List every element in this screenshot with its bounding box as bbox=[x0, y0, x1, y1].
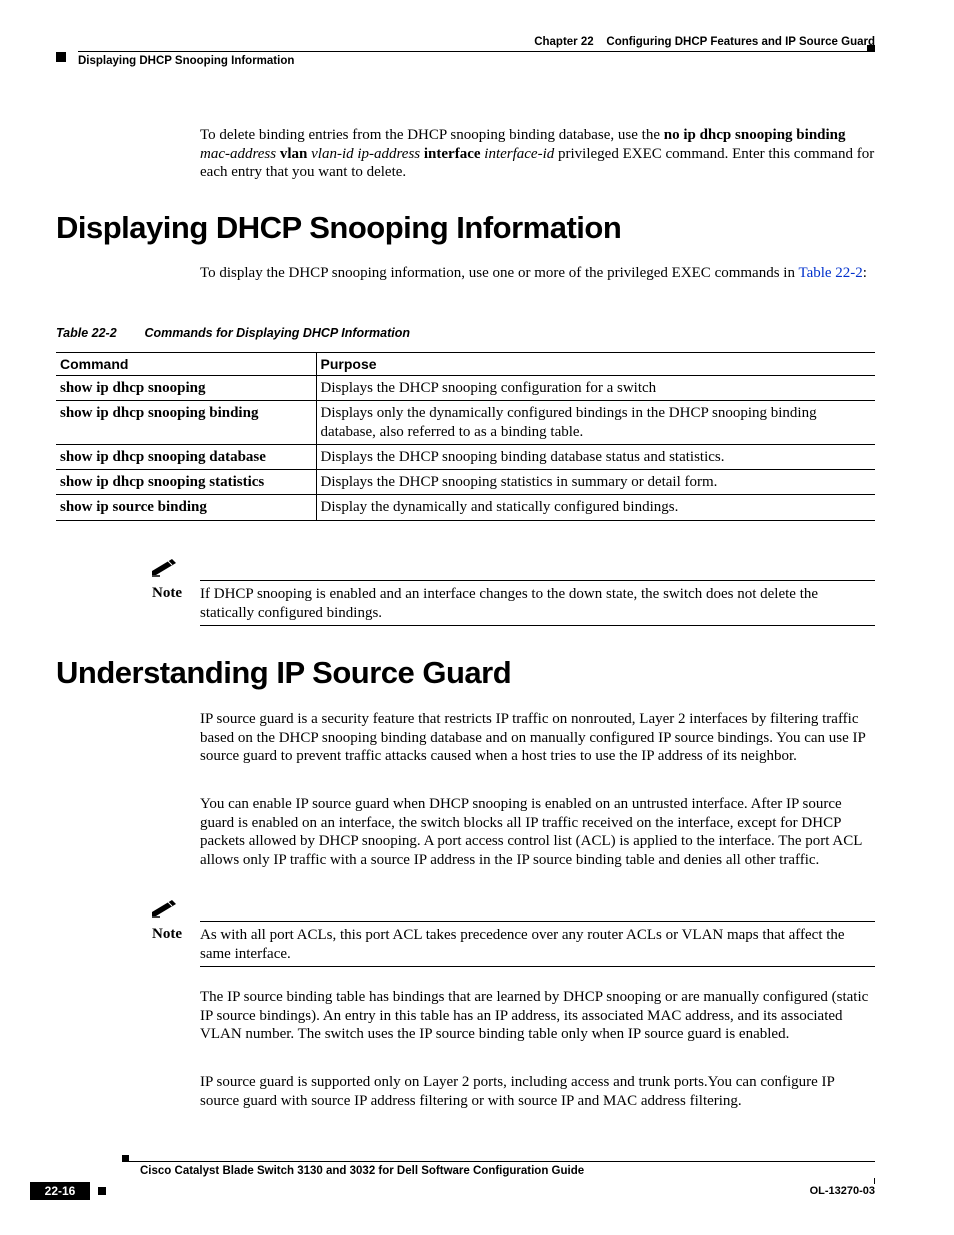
intro-paragraph: To delete binding entries from the DHCP … bbox=[200, 126, 875, 182]
chapter-title: Configuring DHCP Features and IP Source … bbox=[606, 36, 875, 48]
page-number: 22-16 bbox=[30, 1182, 90, 1200]
cmd-italic-3: interface-id bbox=[484, 146, 554, 162]
header-chapter: Chapter 22 Configuring DHCP Features and… bbox=[534, 36, 875, 48]
footer-title: Cisco Catalyst Blade Switch 3130 and 303… bbox=[140, 1165, 584, 1177]
purpose-cell: Display the dynamically and statically c… bbox=[316, 495, 875, 520]
purpose-cell: Displays the DHCP snooping statistics in… bbox=[316, 470, 875, 495]
note2-rule-bottom bbox=[200, 966, 875, 967]
ipsg-p2: You can enable IP source guard when DHCP… bbox=[200, 795, 875, 869]
heading-ipsg: Understanding IP Source Guard bbox=[56, 655, 511, 691]
purpose-cell: Displays the DHCP snooping configuration… bbox=[316, 376, 875, 401]
purpose-cell: Displays only the dynamically configured… bbox=[316, 401, 875, 445]
cmd-bold-1: no ip dhcp snooping binding bbox=[664, 127, 846, 143]
header-square-icon bbox=[56, 52, 66, 62]
note-rule-top bbox=[200, 580, 875, 581]
header-rule bbox=[78, 51, 875, 52]
display-text: To display the DHCP snooping information… bbox=[200, 265, 798, 281]
table-caption: Table 22-2 Commands for Displaying DHCP … bbox=[56, 326, 410, 340]
pencil-icon bbox=[150, 557, 180, 577]
footer-rule bbox=[122, 1161, 875, 1162]
col-command: Command bbox=[56, 353, 316, 376]
note2-rule-top bbox=[200, 921, 875, 922]
cmd-cell: show ip dhcp snooping database bbox=[56, 444, 316, 469]
heading-displaying: Displaying DHCP Snooping Information bbox=[56, 210, 621, 246]
note-rule-bottom bbox=[200, 625, 875, 626]
note2-text: As with all port ACLs, this port ACL tak… bbox=[200, 926, 875, 963]
cmd-italic-1: mac-address bbox=[200, 146, 276, 162]
note-label: Note bbox=[152, 585, 182, 602]
display-suffix: : bbox=[863, 265, 867, 281]
cmd-italic-2: vlan-id ip-address bbox=[311, 146, 420, 162]
ipsg-p3: The IP source binding table has bindings… bbox=[200, 988, 875, 1044]
table-title: Commands for Displaying DHCP Information bbox=[144, 326, 410, 340]
purpose-cell: Displays the DHCP snooping binding datab… bbox=[316, 444, 875, 469]
doc-number: OL-13270-03 bbox=[810, 1185, 875, 1197]
note2-label: Note bbox=[152, 926, 182, 943]
footer-bar-icon bbox=[874, 1178, 875, 1184]
page: Chapter 22 Configuring DHCP Features and… bbox=[0, 0, 954, 1235]
table-link[interactable]: Table 22-2 bbox=[798, 265, 862, 281]
cmd-bold-3: interface bbox=[424, 146, 481, 162]
table-row: show ip dhcp snooping binding Displays o… bbox=[56, 401, 875, 445]
cmd-cell: show ip dhcp snooping statistics bbox=[56, 470, 316, 495]
table-row: show ip source binding Display the dynam… bbox=[56, 495, 875, 520]
header-section: Displaying DHCP Snooping Information bbox=[78, 55, 294, 67]
note-text: If DHCP snooping is enabled and an inter… bbox=[200, 585, 875, 622]
table-header-row: Command Purpose bbox=[56, 353, 875, 376]
table-row: show ip dhcp snooping database Displays … bbox=[56, 444, 875, 469]
chapter-number: Chapter 22 bbox=[534, 36, 593, 48]
commands-table: Command Purpose show ip dhcp snooping Di… bbox=[56, 352, 875, 521]
col-purpose: Purpose bbox=[316, 353, 875, 376]
table-row: show ip dhcp snooping Displays the DHCP … bbox=[56, 376, 875, 401]
table-row: show ip dhcp snooping statistics Display… bbox=[56, 470, 875, 495]
display-paragraph: To display the DHCP snooping information… bbox=[200, 264, 875, 283]
pencil-icon bbox=[150, 898, 180, 918]
cmd-cell: show ip source binding bbox=[56, 495, 316, 520]
ipsg-p1: IP source guard is a security feature th… bbox=[200, 710, 875, 766]
cmd-cell: show ip dhcp snooping bbox=[56, 376, 316, 401]
ipsg-p4: IP source guard is supported only on Lay… bbox=[200, 1073, 875, 1110]
cmd-cell: show ip dhcp snooping binding bbox=[56, 401, 316, 445]
table-number: Table 22-2 bbox=[56, 326, 117, 340]
intro-text: To delete binding entries from the DHCP … bbox=[200, 127, 664, 143]
cmd-bold-2: vlan bbox=[280, 146, 308, 162]
